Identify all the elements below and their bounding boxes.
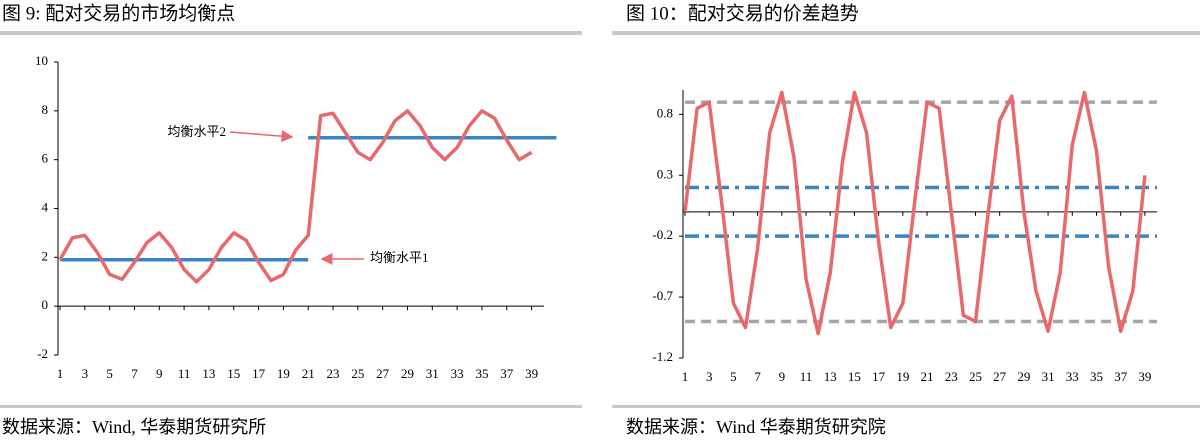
y-tick-label: 8 <box>42 102 49 117</box>
y-tick-label: -0.7 <box>652 288 673 303</box>
x-tick-label: 21 <box>302 366 315 381</box>
source-rule <box>612 405 1200 408</box>
x-tick-label: 25 <box>969 369 982 384</box>
y-tick-label: 0 <box>42 297 49 312</box>
y-tick-label: 2 <box>42 248 49 263</box>
annotation: 均衡水平2 <box>167 124 226 139</box>
y-tick-label: -1.2 <box>652 349 673 364</box>
annotation: 均衡水平1 <box>370 250 429 265</box>
x-tick-label: 39 <box>1138 369 1151 384</box>
x-tick-label: 17 <box>872 369 886 384</box>
title-rule <box>0 31 582 35</box>
y-tick-label: 0.8 <box>657 105 673 120</box>
x-tick-label: 9 <box>156 366 163 381</box>
x-tick-label: 21 <box>921 369 934 384</box>
x-tick-label: 13 <box>824 369 837 384</box>
x-tick-label: 19 <box>896 369 909 384</box>
x-tick-label: 17 <box>252 366 266 381</box>
source: 数据来源：Wind 华泰期货研究院 <box>626 417 886 437</box>
x-tick-label: 35 <box>475 366 488 381</box>
x-tick-label: 29 <box>401 366 414 381</box>
y-tick-label: 6 <box>42 151 49 166</box>
x-tick-label: 15 <box>227 366 240 381</box>
x-tick-label: 27 <box>993 369 1007 384</box>
x-tick-label: 15 <box>848 369 861 384</box>
x-tick-label: 33 <box>1066 369 1079 384</box>
x-tick-label: 5 <box>106 366 113 381</box>
x-tick-label: 29 <box>1017 369 1030 384</box>
source: 数据来源：Wind, 华泰期货研究所 <box>2 417 266 437</box>
x-tick-label: 1 <box>682 369 689 384</box>
y-tick-label: 4 <box>42 199 49 214</box>
x-tick-label: 31 <box>426 366 439 381</box>
x-tick-label: 7 <box>754 369 761 384</box>
x-tick-label: 37 <box>1114 369 1128 384</box>
x-tick-label: 11 <box>178 366 191 381</box>
x-tick-label: 19 <box>277 366 290 381</box>
x-tick-label: 25 <box>351 366 364 381</box>
y-tick-label: -2 <box>37 346 48 361</box>
y-tick-label: -0.2 <box>652 227 673 242</box>
x-tick-label: 9 <box>779 369 786 384</box>
title-rule <box>612 31 1200 35</box>
x-tick-label: 1 <box>57 366 64 381</box>
line-series <box>683 90 1147 336</box>
x-tick-label: 37 <box>500 366 514 381</box>
x-tick-label: 27 <box>376 366 390 381</box>
y-tick-label: 0.3 <box>657 166 673 181</box>
y-tick-label: 10 <box>35 53 48 68</box>
arrow <box>229 130 294 143</box>
x-tick-label: 23 <box>327 366 340 381</box>
chart-title: 图 9: 配对交易的市场均衡点 <box>2 2 235 24</box>
x-tick-label: 31 <box>1042 369 1055 384</box>
x-tick-label: 11 <box>800 369 813 384</box>
x-tick-label: 13 <box>202 366 215 381</box>
x-tick-label: 3 <box>82 366 89 381</box>
chart-title: 图 10：配对交易的价差趋势 <box>626 2 859 24</box>
x-tick-label: 33 <box>451 366 464 381</box>
x-tick-label: 39 <box>525 366 538 381</box>
x-tick-label: 3 <box>706 369 713 384</box>
x-tick-label: 23 <box>945 369 958 384</box>
source-rule <box>0 405 582 408</box>
line-series <box>58 109 533 284</box>
x-tick-label: 5 <box>730 369 737 384</box>
x-tick-label: 7 <box>131 366 138 381</box>
x-tick-label: 35 <box>1090 369 1103 384</box>
